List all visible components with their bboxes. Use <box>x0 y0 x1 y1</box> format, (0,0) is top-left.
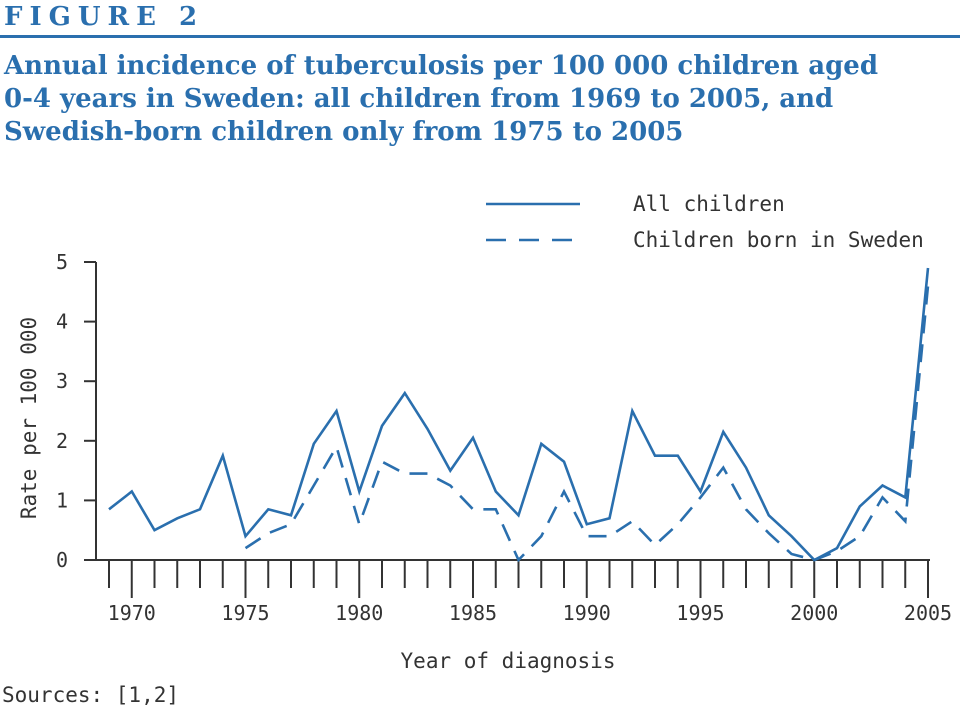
x-tick-label: 2005 <box>904 601 952 625</box>
legend-label: All children <box>633 192 785 216</box>
chart-ticks: 0 1 2 3 4 5 1970 1975 1980 1985 1990 1995 2000 2005 <box>56 250 952 625</box>
y-tick-label: 0 <box>56 548 68 572</box>
x-tick-label: 1985 <box>449 601 497 625</box>
x-axis-label: Year of diagnosis <box>401 649 616 673</box>
y-axis-label: Rate per 100 000 <box>17 317 41 519</box>
x-tick-label: 1990 <box>563 601 611 625</box>
x-tick-label: 1970 <box>108 601 156 625</box>
series-line-2 <box>244 285 930 563</box>
figure-label: FIGURE 2 <box>4 2 205 32</box>
chart-series <box>108 267 930 563</box>
y-tick-label: 2 <box>56 429 68 453</box>
figure-title: Annual incidence of tuberculosis per 100… <box>4 51 878 147</box>
legend-label: Children born in Sweden <box>633 228 924 252</box>
x-tick-label: 2000 <box>790 601 838 625</box>
x-tick-label: 1975 <box>221 601 269 625</box>
title-rule <box>0 35 960 38</box>
y-tick-label: 1 <box>56 488 68 512</box>
x-tick-label: 1980 <box>335 601 383 625</box>
y-tick-label: 3 <box>56 369 68 393</box>
x-tick-label: 1995 <box>676 601 724 625</box>
chart-legend: All children Children born in Sweden <box>486 192 924 252</box>
y-tick-label: 4 <box>56 310 68 334</box>
sources-note: Sources: [1,2] <box>2 683 180 707</box>
chart-axes <box>95 262 930 561</box>
series-line-1 <box>108 267 930 562</box>
y-tick-label: 5 <box>56 250 68 274</box>
